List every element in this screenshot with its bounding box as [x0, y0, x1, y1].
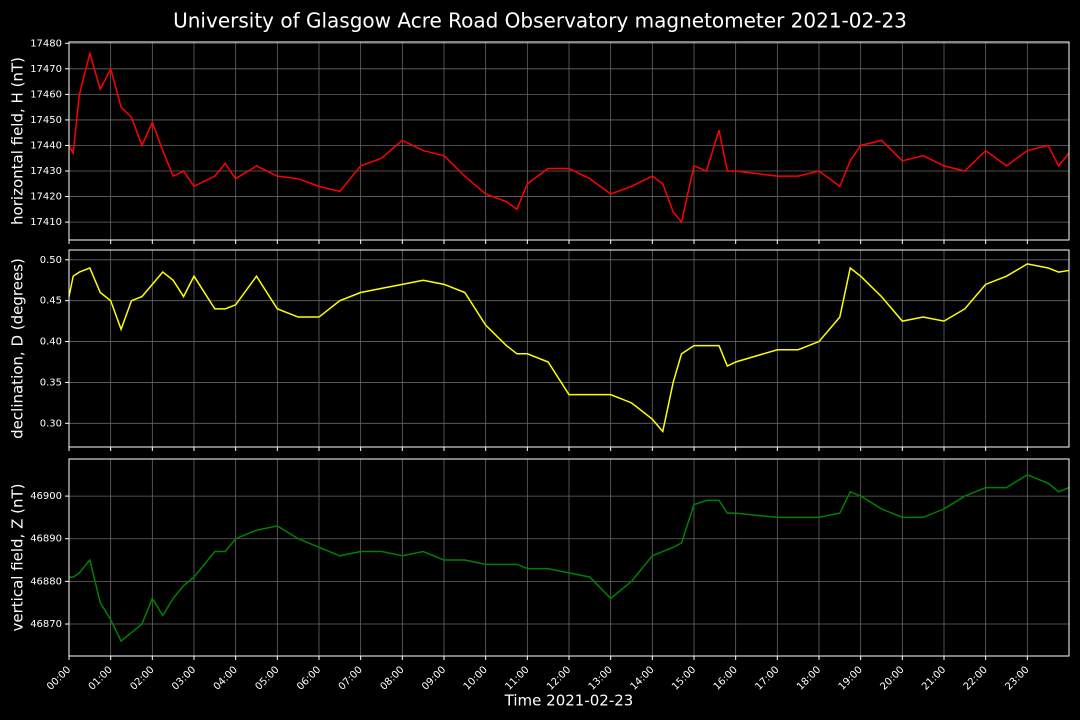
y-tick-label: 46870 [30, 619, 62, 630]
y-tick-label: 17410 [30, 217, 62, 228]
y-tick-label: 17470 [30, 64, 62, 75]
y-axis-label: horizontal field, H (nT) [9, 57, 27, 225]
y-tick-label: 17430 [30, 166, 62, 177]
figure-title: University of Glasgow Acre Road Observat… [173, 9, 907, 33]
y-tick-label: 17440 [30, 140, 62, 151]
y-axis-label: declination, D (degrees) [9, 258, 27, 439]
y-tick-label: 17420 [30, 192, 62, 203]
y-tick-label: 17450 [30, 115, 62, 126]
y-tick-label: 17480 [30, 38, 62, 49]
plot-frame [68, 458, 1070, 657]
y-tick-label: 0.50 [40, 255, 62, 266]
y-tick-label: 0.40 [40, 337, 62, 348]
y-tick-label: 46880 [30, 576, 62, 587]
y-tick-label: 0.35 [40, 377, 62, 388]
y-tick-label: 46890 [30, 534, 62, 545]
y-tick-label: 0.45 [40, 296, 62, 307]
plot-frame [68, 41, 1070, 241]
plot-frame [68, 249, 1070, 448]
y-tick-label: 17460 [30, 89, 62, 100]
y-tick-label: 0.30 [40, 418, 62, 429]
x-axis-label: Time 2021-02-23 [504, 692, 634, 710]
data-line [68, 263, 1070, 434]
data-line [69, 473, 1070, 643]
y-tick-label: 46900 [30, 491, 62, 502]
y-axis-label: vertical field, Z (nT) [9, 483, 27, 631]
data-line [68, 50, 1070, 224]
